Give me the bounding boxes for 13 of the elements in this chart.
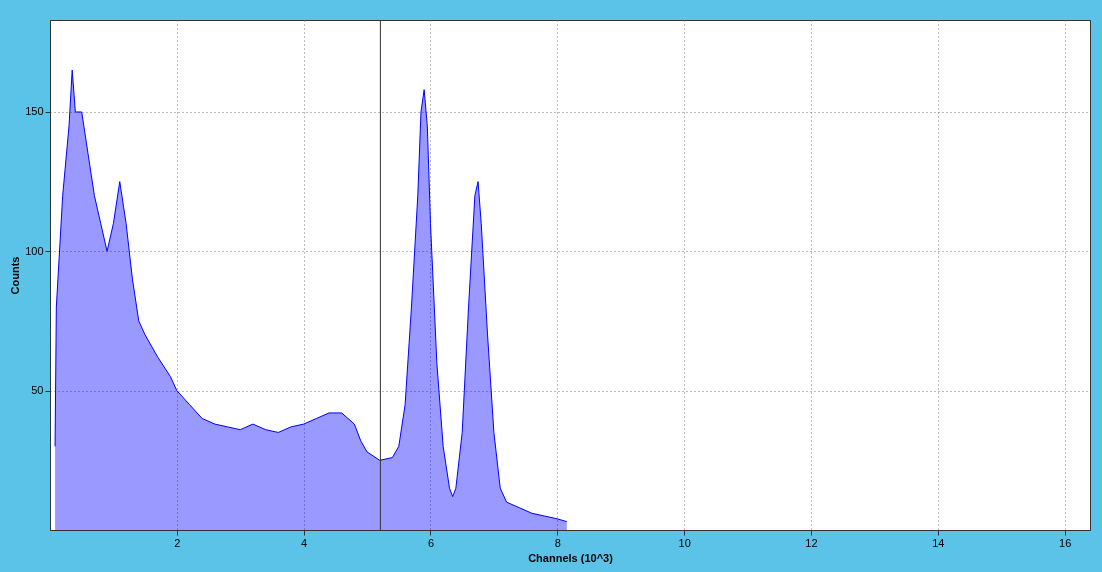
y-tick-label: 150 — [25, 105, 44, 118]
y-tick-label: 50 — [31, 384, 44, 397]
x-axis-title: Channels (10^3) — [528, 551, 614, 564]
x-tick-label: 2 — [174, 536, 181, 549]
y-tick-label: 100 — [25, 244, 44, 257]
x-tick-label: 8 — [554, 536, 561, 549]
x-tick-label: 4 — [301, 536, 308, 549]
y-axis-title: Counts — [9, 256, 22, 295]
x-tick-label: 10 — [678, 536, 691, 549]
x-tick-label: 14 — [932, 536, 945, 549]
x-tick-label: 16 — [1059, 536, 1072, 549]
x-tick-label: 6 — [427, 536, 435, 549]
x-tick-label: 12 — [805, 536, 818, 549]
